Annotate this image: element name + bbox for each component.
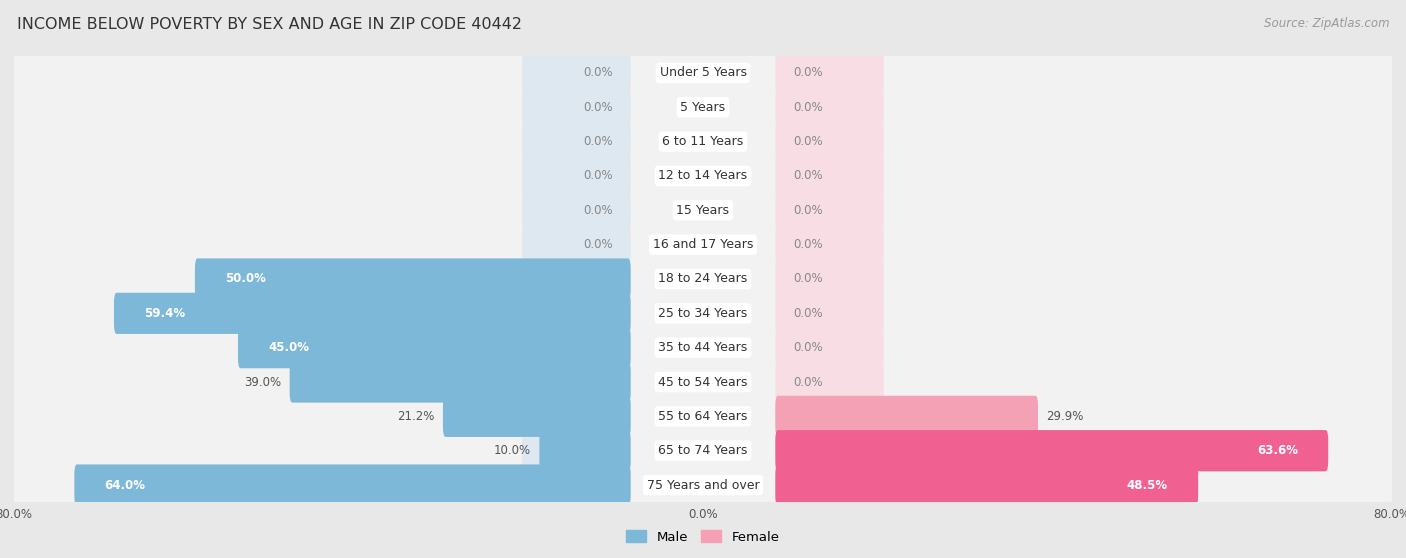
Text: INCOME BELOW POVERTY BY SEX AND AGE IN ZIP CODE 40442: INCOME BELOW POVERTY BY SEX AND AGE IN Z…: [17, 17, 522, 32]
Text: 0.0%: 0.0%: [583, 238, 613, 251]
FancyBboxPatch shape: [522, 224, 631, 265]
Text: 48.5%: 48.5%: [1128, 479, 1168, 492]
Text: 0.0%: 0.0%: [793, 238, 823, 251]
Text: 16 and 17 Years: 16 and 17 Years: [652, 238, 754, 251]
FancyBboxPatch shape: [775, 224, 884, 265]
FancyBboxPatch shape: [14, 179, 1392, 242]
Text: 0.0%: 0.0%: [583, 101, 613, 114]
Text: 45.0%: 45.0%: [269, 341, 309, 354]
Text: 0.0%: 0.0%: [793, 66, 823, 79]
FancyBboxPatch shape: [238, 327, 631, 368]
FancyBboxPatch shape: [775, 155, 884, 196]
FancyBboxPatch shape: [14, 110, 1392, 173]
FancyBboxPatch shape: [775, 258, 884, 300]
Text: 55 to 64 Years: 55 to 64 Years: [658, 410, 748, 423]
FancyBboxPatch shape: [775, 430, 1329, 472]
FancyBboxPatch shape: [14, 316, 1392, 379]
Text: 0.0%: 0.0%: [793, 307, 823, 320]
FancyBboxPatch shape: [14, 247, 1392, 311]
Text: 0.0%: 0.0%: [793, 135, 823, 148]
FancyBboxPatch shape: [14, 76, 1392, 139]
Text: 0.0%: 0.0%: [793, 101, 823, 114]
Text: 63.6%: 63.6%: [1257, 444, 1298, 457]
Text: 45 to 54 Years: 45 to 54 Years: [658, 376, 748, 388]
FancyBboxPatch shape: [14, 385, 1392, 448]
FancyBboxPatch shape: [522, 327, 631, 368]
FancyBboxPatch shape: [775, 293, 884, 334]
Text: 6 to 11 Years: 6 to 11 Years: [662, 135, 744, 148]
FancyBboxPatch shape: [443, 396, 631, 437]
FancyBboxPatch shape: [522, 258, 631, 300]
Text: 50.0%: 50.0%: [225, 272, 266, 286]
Text: 18 to 24 Years: 18 to 24 Years: [658, 272, 748, 286]
Text: 15 Years: 15 Years: [676, 204, 730, 217]
Text: 0.0%: 0.0%: [583, 204, 613, 217]
Text: 39.0%: 39.0%: [243, 376, 281, 388]
FancyBboxPatch shape: [114, 293, 631, 334]
Text: Source: ZipAtlas.com: Source: ZipAtlas.com: [1264, 17, 1389, 30]
FancyBboxPatch shape: [14, 41, 1392, 104]
FancyBboxPatch shape: [775, 86, 884, 128]
Text: 10.0%: 10.0%: [494, 444, 531, 457]
Legend: Male, Female: Male, Female: [621, 525, 785, 549]
FancyBboxPatch shape: [14, 419, 1392, 482]
FancyBboxPatch shape: [775, 121, 884, 162]
FancyBboxPatch shape: [522, 86, 631, 128]
Text: 0.0%: 0.0%: [583, 66, 613, 79]
FancyBboxPatch shape: [540, 430, 631, 472]
Text: 25 to 34 Years: 25 to 34 Years: [658, 307, 748, 320]
Text: 0.0%: 0.0%: [793, 204, 823, 217]
Text: 65 to 74 Years: 65 to 74 Years: [658, 444, 748, 457]
FancyBboxPatch shape: [775, 464, 884, 506]
Text: 12 to 14 Years: 12 to 14 Years: [658, 170, 748, 182]
FancyBboxPatch shape: [775, 464, 1198, 506]
FancyBboxPatch shape: [522, 155, 631, 196]
FancyBboxPatch shape: [775, 52, 884, 94]
FancyBboxPatch shape: [14, 350, 1392, 413]
FancyBboxPatch shape: [14, 454, 1392, 517]
FancyBboxPatch shape: [775, 190, 884, 231]
FancyBboxPatch shape: [775, 430, 884, 472]
FancyBboxPatch shape: [522, 52, 631, 94]
Text: 0.0%: 0.0%: [583, 135, 613, 148]
Text: 35 to 44 Years: 35 to 44 Years: [658, 341, 748, 354]
FancyBboxPatch shape: [522, 190, 631, 231]
FancyBboxPatch shape: [14, 282, 1392, 345]
FancyBboxPatch shape: [775, 327, 884, 368]
FancyBboxPatch shape: [775, 396, 884, 437]
FancyBboxPatch shape: [522, 121, 631, 162]
FancyBboxPatch shape: [522, 362, 631, 403]
Text: 0.0%: 0.0%: [793, 170, 823, 182]
Text: 75 Years and over: 75 Years and over: [647, 479, 759, 492]
FancyBboxPatch shape: [775, 362, 884, 403]
FancyBboxPatch shape: [14, 145, 1392, 208]
Text: 0.0%: 0.0%: [583, 170, 613, 182]
FancyBboxPatch shape: [195, 258, 631, 300]
FancyBboxPatch shape: [775, 396, 1038, 437]
Text: 0.0%: 0.0%: [793, 272, 823, 286]
Text: 21.2%: 21.2%: [396, 410, 434, 423]
FancyBboxPatch shape: [290, 362, 631, 403]
Text: 5 Years: 5 Years: [681, 101, 725, 114]
FancyBboxPatch shape: [14, 213, 1392, 276]
Text: 59.4%: 59.4%: [143, 307, 186, 320]
FancyBboxPatch shape: [75, 464, 631, 506]
Text: 29.9%: 29.9%: [1046, 410, 1084, 423]
Text: Under 5 Years: Under 5 Years: [659, 66, 747, 79]
FancyBboxPatch shape: [522, 464, 631, 506]
Text: 64.0%: 64.0%: [104, 479, 145, 492]
Text: 0.0%: 0.0%: [793, 376, 823, 388]
Text: 0.0%: 0.0%: [793, 341, 823, 354]
FancyBboxPatch shape: [522, 396, 631, 437]
FancyBboxPatch shape: [522, 293, 631, 334]
FancyBboxPatch shape: [522, 430, 631, 472]
